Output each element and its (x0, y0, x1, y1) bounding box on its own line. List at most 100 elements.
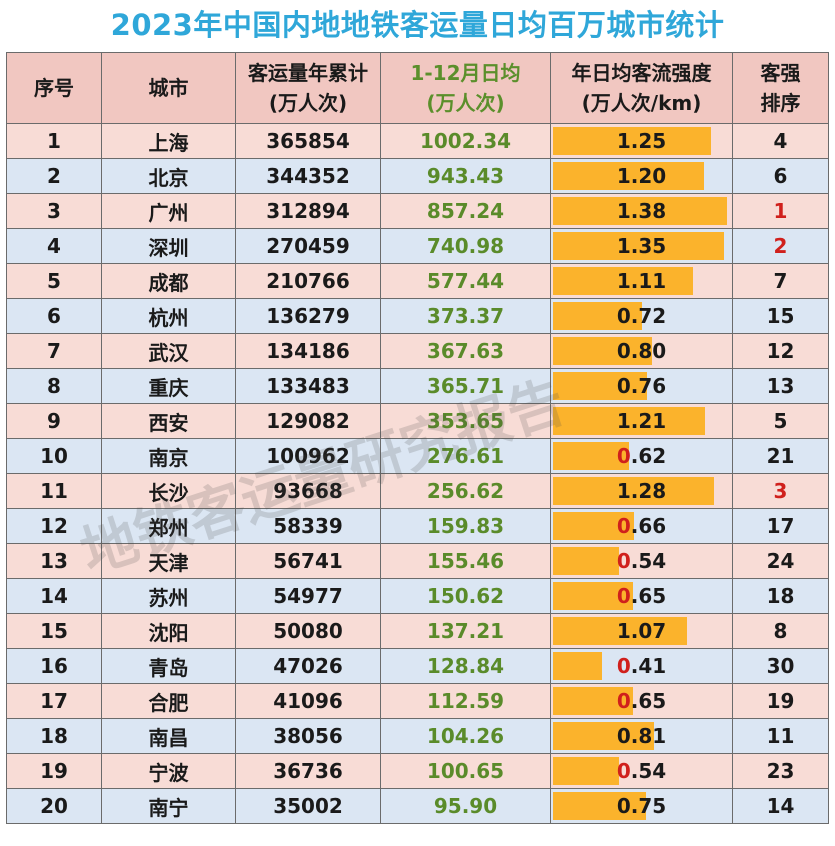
cell-daily: 155.46 (380, 543, 551, 579)
cell-annual: 36736 (235, 753, 381, 789)
intensity-bar (553, 547, 619, 575)
cell-daily-text: 100.65 (426, 759, 505, 783)
cell-annual: 270459 (235, 228, 381, 264)
cell-daily-text: 159.83 (426, 514, 505, 538)
intensity-bar (553, 197, 728, 225)
cell-annual-text: 129082 (266, 409, 350, 433)
cell-city-text: 武汉 (148, 340, 189, 365)
cell-city-text: 郑州 (148, 515, 189, 540)
cell-city: 宁波 (101, 753, 236, 789)
table-row: 1 上海 365854 1002.34 1.25 4 (6, 123, 829, 159)
cell-rank: 10 (6, 438, 102, 474)
table-row: 14 苏州 54977 150.62 0.65 18 (6, 578, 829, 614)
cell-intensity-rank-text: 24 (766, 549, 795, 573)
cell-intensity-rank-text: 15 (766, 304, 795, 328)
cell-annual-text: 270459 (266, 234, 350, 258)
cell-annual: 38056 (235, 718, 381, 754)
cell-city: 南宁 (101, 788, 236, 824)
header-rank: 序号 (6, 52, 102, 124)
cell-city-text: 苏州 (148, 585, 189, 610)
cell-intensity-rank-text: 7 (773, 269, 788, 293)
cell-rank-text: 16 (40, 654, 68, 678)
cell-intensity-rank: 24 (732, 543, 829, 579)
cell-rank: 14 (6, 578, 102, 614)
cell-daily-text: 256.62 (426, 479, 505, 503)
intensity-bar (553, 267, 693, 295)
intensity-value: 0.75 (616, 794, 667, 818)
cell-intensity: 1.20 (550, 158, 733, 194)
cell-city: 广州 (101, 193, 236, 229)
cell-daily-text: 365.71 (426, 374, 505, 398)
cell-intensity: 0.54 (550, 543, 733, 579)
intensity-bar (553, 582, 634, 610)
cell-daily-text: 367.63 (426, 339, 505, 363)
cell-rank-text: 1 (47, 129, 61, 153)
cell-annual-text: 47026 (273, 654, 343, 678)
cell-rank-text: 19 (40, 759, 68, 783)
table-row: 13 天津 56741 155.46 0.54 24 (6, 543, 829, 579)
cell-annual: 210766 (235, 263, 381, 299)
cell-rank-text: 3 (47, 199, 61, 223)
cell-annual: 35002 (235, 788, 381, 824)
cell-annual-text: 38056 (273, 724, 343, 748)
table-row: 6 杭州 136279 373.37 0.72 15 (6, 298, 829, 334)
cell-rank: 5 (6, 263, 102, 299)
cell-daily-text: 740.98 (426, 234, 505, 258)
cell-annual: 365854 (235, 123, 381, 159)
cell-intensity-rank-text: 8 (773, 619, 788, 643)
cell-rank-text: 20 (40, 794, 68, 818)
cell-city-text: 成都 (148, 270, 189, 295)
cell-annual: 136279 (235, 298, 381, 334)
cell-rank: 7 (6, 333, 102, 369)
cell-rank-text: 7 (47, 339, 61, 363)
table-row: 10 南京 100962 276.61 0.62 21 (6, 438, 829, 474)
cell-intensity-rank-text: 11 (766, 724, 795, 748)
cell-city: 天津 (101, 543, 236, 579)
cell-annual: 54977 (235, 578, 381, 614)
cell-annual-text: 54977 (273, 584, 343, 608)
cell-annual-text: 344352 (266, 164, 350, 188)
cell-rank: 12 (6, 508, 102, 544)
table-row: 12 郑州 58339 159.83 0.66 17 (6, 508, 829, 544)
cell-intensity-rank-text: 6 (773, 164, 788, 188)
cell-intensity-rank: 1 (732, 193, 829, 229)
cell-city: 武汉 (101, 333, 236, 369)
cell-city: 合肥 (101, 683, 236, 719)
cell-city: 成都 (101, 263, 236, 299)
cell-intensity: 0.75 (550, 788, 733, 824)
cell-intensity: 1.25 (550, 123, 733, 159)
cell-rank: 20 (6, 788, 102, 824)
cell-annual-text: 365854 (266, 129, 350, 153)
table-row: 20 南宁 35002 95.90 0.75 14 (6, 788, 829, 824)
cell-city-text: 南京 (148, 445, 189, 470)
header-daily: 1-12月日均 (万人次) (380, 52, 551, 124)
cell-rank-text: 6 (47, 304, 61, 328)
cell-intensity-rank-text: 3 (773, 479, 788, 503)
cell-intensity-rank: 19 (732, 683, 829, 719)
cell-intensity-rank: 11 (732, 718, 829, 754)
intensity-value: 0.62 (616, 444, 667, 468)
header-intensity-rank: 客强 排序 (732, 52, 829, 124)
cell-intensity: 0.54 (550, 753, 733, 789)
intensity-value: 0.66 (616, 514, 667, 538)
cell-daily-text: 155.46 (426, 549, 505, 573)
cell-rank: 17 (6, 683, 102, 719)
cell-annual: 312894 (235, 193, 381, 229)
cell-intensity-rank-text: 12 (766, 339, 795, 363)
cell-daily-text: 112.59 (426, 689, 505, 713)
cell-rank: 6 (6, 298, 102, 334)
cell-city: 苏州 (101, 578, 236, 614)
cell-daily-text: 276.61 (426, 444, 505, 468)
cell-daily: 353.65 (380, 403, 551, 439)
cell-rank: 3 (6, 193, 102, 229)
intensity-bar (553, 337, 653, 365)
cell-city-text: 南昌 (148, 725, 189, 750)
cell-intensity-rank: 14 (732, 788, 829, 824)
cell-rank: 13 (6, 543, 102, 579)
cell-rank-text: 5 (47, 269, 61, 293)
cell-intensity-rank: 8 (732, 613, 829, 649)
cell-rank: 19 (6, 753, 102, 789)
cell-city: 杭州 (101, 298, 236, 334)
cell-city-text: 杭州 (148, 305, 189, 330)
table-row: 19 宁波 36736 100.65 0.54 23 (6, 753, 829, 789)
